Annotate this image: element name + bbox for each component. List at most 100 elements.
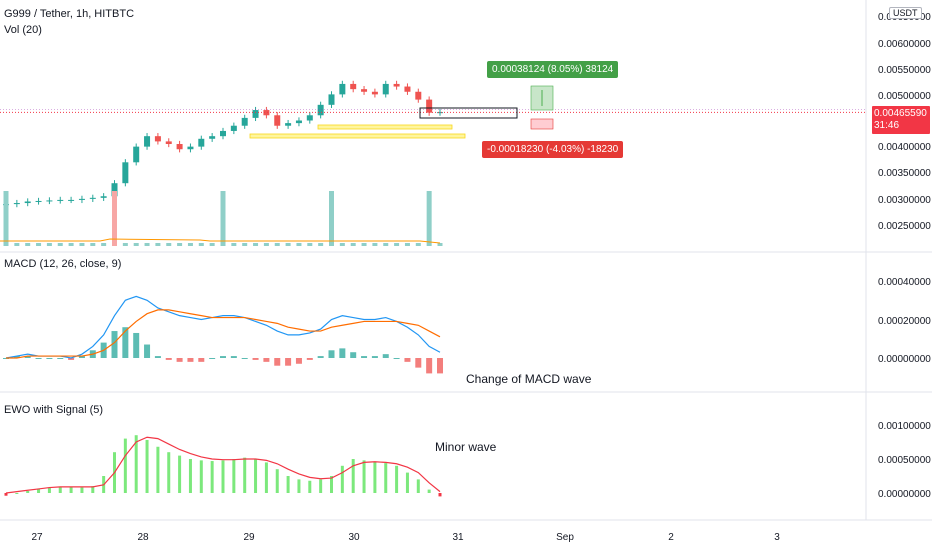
volume-bar — [263, 243, 269, 246]
macd-line — [5, 295, 441, 359]
candle-body — [393, 83, 400, 87]
price-axis-tick: 0.00550000 — [878, 65, 931, 76]
macd-histogram-bar — [122, 327, 129, 358]
macd-histogram-bar — [35, 358, 42, 359]
volume-bar — [133, 243, 139, 246]
ewo-bar — [395, 465, 399, 493]
macd-histogram-bar — [328, 350, 335, 358]
ewo-bar — [264, 462, 268, 493]
ewo-bar — [80, 487, 84, 493]
volume-bar — [25, 243, 31, 246]
macd-histogram-bar — [13, 356, 20, 358]
ewo-bar — [330, 476, 333, 493]
ewo-bar — [199, 460, 203, 493]
macd-histogram-bar — [404, 358, 411, 362]
macd-histogram-bar — [393, 358, 400, 359]
macd-signal-line — [6, 309, 441, 359]
candle-body — [306, 115, 313, 121]
ewo-axis-tick: 0.00000000 — [878, 489, 931, 500]
candle-body — [89, 197, 96, 199]
current-price-value: 0.00465590 — [874, 108, 927, 119]
ewo-bar — [362, 460, 366, 493]
candle-body — [285, 123, 292, 126]
volume-bar — [350, 243, 356, 246]
support-zone — [249, 133, 466, 139]
volume-bar — [57, 243, 63, 246]
ewo-bar — [37, 488, 41, 493]
volume-label: Vol (20) — [4, 24, 42, 36]
volume-bar — [68, 243, 74, 246]
volume-bar — [404, 243, 410, 246]
candle-body — [154, 136, 161, 142]
candle-body — [252, 110, 259, 118]
ewo-annotation: Minor wave — [435, 440, 497, 454]
ewo-bar — [308, 480, 312, 493]
volume-bar — [79, 243, 85, 246]
ewo-bar — [4, 493, 8, 496]
time-axis-label: Sep — [556, 532, 574, 543]
macd-histogram-bar — [176, 358, 183, 362]
candle-body — [78, 198, 85, 200]
macd-histogram-bar — [220, 356, 226, 358]
volume-bar — [307, 243, 313, 246]
macd-histogram-bar — [274, 358, 281, 366]
ewo-bar — [145, 439, 149, 493]
volume-bar — [296, 243, 302, 246]
volume-bar — [90, 243, 96, 246]
ewo-bar — [26, 490, 30, 493]
ewo-bar — [351, 459, 355, 493]
macd-histogram-bar — [295, 358, 302, 364]
candle-body — [241, 117, 248, 126]
candle-body — [274, 115, 281, 126]
volume-bar — [101, 243, 107, 246]
candle-body — [111, 183, 118, 197]
macd-histogram-bar — [437, 358, 443, 374]
ewo-bar — [254, 459, 258, 493]
candle-body — [144, 136, 151, 147]
volume-bar — [209, 243, 215, 246]
volume-bar — [122, 243, 128, 246]
macd-histogram-bar — [111, 331, 118, 358]
macd-histogram-bar — [46, 358, 53, 359]
candle-body — [263, 110, 270, 116]
volume-bar — [274, 243, 280, 246]
macd-histogram-bar — [165, 358, 172, 360]
currency-badge[interactable]: USDT — [889, 7, 922, 19]
candle-body — [46, 200, 53, 202]
macd-axis-tick: 0.00040000 — [878, 277, 931, 288]
ewo-bar — [384, 463, 388, 493]
ewo-bar — [340, 465, 344, 493]
candle-body — [24, 201, 31, 204]
candle-body — [187, 146, 194, 150]
volume-bar — [36, 243, 42, 246]
support-zone — [317, 124, 453, 130]
volume-bar — [112, 191, 117, 246]
ewo-bar — [91, 486, 95, 493]
volume-bar — [14, 243, 20, 246]
macd-histogram-bar — [371, 356, 378, 358]
macd-histogram-bar — [133, 332, 140, 358]
volume-bar — [383, 243, 389, 246]
candle-body — [13, 203, 20, 205]
price-axis-tick: 0.00500000 — [878, 91, 931, 102]
candle-body — [295, 120, 302, 124]
macd-histogram-bar — [209, 358, 216, 359]
candle-body — [122, 162, 129, 184]
macd-histogram-bar — [306, 358, 313, 360]
volume-bar — [415, 243, 421, 246]
ewo-bar — [416, 479, 420, 493]
ewo-signal-line — [5, 436, 441, 494]
macd-axis-tick: 0.00020000 — [878, 316, 931, 327]
time-axis-label: 2 — [668, 532, 674, 543]
macd-annotation: Change of MACD wave — [466, 372, 592, 386]
candle-body — [350, 83, 357, 90]
ewo-axis-tick: 0.00050000 — [878, 455, 931, 466]
macd-histogram-bar — [263, 358, 270, 362]
macd-histogram-bar — [317, 356, 324, 358]
volume-bar — [318, 243, 324, 246]
volume-bar — [339, 243, 345, 246]
time-axis-label: 28 — [137, 532, 149, 543]
ewo-bar — [297, 479, 301, 493]
candle-body — [100, 196, 107, 198]
